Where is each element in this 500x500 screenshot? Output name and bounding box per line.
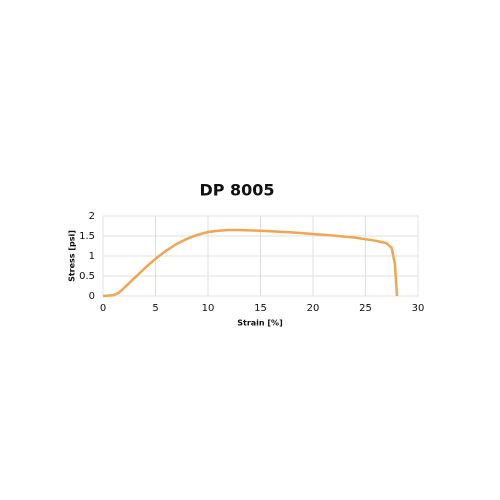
y-axis-title: Stress [psi] <box>68 230 77 282</box>
x-tick-label: 0 <box>100 303 106 314</box>
x-tick-label: 15 <box>254 303 267 314</box>
line <box>102 228 399 298</box>
y-tick-label: 2 <box>89 211 95 222</box>
y-tick-label: 1.5 <box>79 231 95 242</box>
x-tick-label: 20 <box>307 303 320 314</box>
x-tick-label: 25 <box>359 303 372 314</box>
y-tick-label: 0 <box>89 291 95 302</box>
x-tick-label: 5 <box>152 303 158 314</box>
y-tick-label: 0.5 <box>79 271 95 282</box>
chart-title: DP 8005 <box>199 181 274 200</box>
x-tick-label: 30 <box>412 303 425 314</box>
x-axis-title: Strain [%] <box>237 319 282 328</box>
y-tick-label: 1 <box>89 251 95 262</box>
x-tick-label: 10 <box>202 303 215 314</box>
